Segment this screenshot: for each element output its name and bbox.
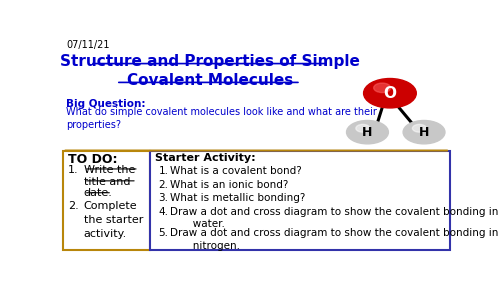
Circle shape <box>364 78 416 108</box>
Text: 5.: 5. <box>158 228 168 239</box>
FancyBboxPatch shape <box>150 151 450 250</box>
Text: Big Question:: Big Question: <box>66 99 146 109</box>
Text: What is a covalent bond?: What is a covalent bond? <box>170 166 302 176</box>
Text: Structure and Properties of Simple: Structure and Properties of Simple <box>60 54 360 69</box>
Circle shape <box>403 121 445 144</box>
FancyBboxPatch shape <box>62 151 150 250</box>
Text: Complete
the starter
activity.: Complete the starter activity. <box>84 201 143 239</box>
Circle shape <box>374 83 390 92</box>
Text: title and: title and <box>84 176 130 187</box>
Text: 1.: 1. <box>158 166 168 176</box>
Text: date.: date. <box>84 189 112 198</box>
Circle shape <box>356 124 370 132</box>
Text: Write the: Write the <box>84 165 135 175</box>
Text: What is metallic bonding?: What is metallic bonding? <box>170 193 306 203</box>
Text: 2.: 2. <box>68 201 79 211</box>
Text: H: H <box>419 126 429 139</box>
Text: 2.: 2. <box>158 180 168 190</box>
Text: 4.: 4. <box>158 207 168 217</box>
Circle shape <box>346 121 389 144</box>
Text: What do simple covalent molecules look like and what are their
properties?: What do simple covalent molecules look l… <box>66 107 378 130</box>
Text: Draw a dot and cross diagram to show the covalent bonding in
       nitrogen.: Draw a dot and cross diagram to show the… <box>170 228 498 251</box>
Text: 07/11/21: 07/11/21 <box>66 40 110 50</box>
Text: 1.: 1. <box>68 165 79 175</box>
Text: 3.: 3. <box>158 193 168 203</box>
Text: Starter Activity:: Starter Activity: <box>154 153 256 163</box>
Text: O: O <box>384 86 396 101</box>
Text: Covalent Molecules: Covalent Molecules <box>126 73 293 88</box>
Text: TO DO:: TO DO: <box>68 153 118 166</box>
Text: Draw a dot and cross diagram to show the covalent bonding in
       water.: Draw a dot and cross diagram to show the… <box>170 207 498 229</box>
Text: H: H <box>362 126 372 139</box>
Circle shape <box>412 124 426 132</box>
Text: What is an ionic bond?: What is an ionic bond? <box>170 180 288 190</box>
